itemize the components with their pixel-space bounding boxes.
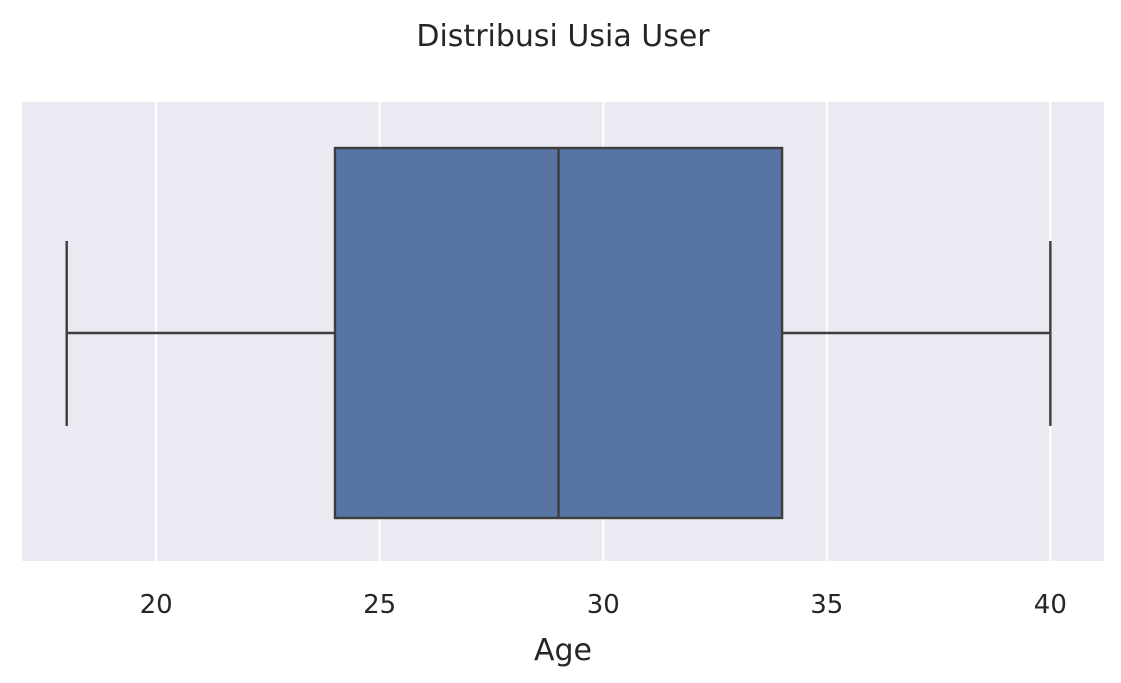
x-axis-ticks: 20 25 30 35 40 <box>140 590 1067 620</box>
x-tick-label-25: 25 <box>363 590 396 620</box>
x-axis-label: Age <box>534 633 592 668</box>
x-tick-label-20: 20 <box>140 590 173 620</box>
box-group <box>65 146 1052 520</box>
x-tick-label-35: 35 <box>810 590 843 620</box>
x-tick-label-40: 40 <box>1034 590 1067 620</box>
chart-title: Distribusi Usia User <box>416 19 710 54</box>
x-tick-label-30: 30 <box>587 590 620 620</box>
